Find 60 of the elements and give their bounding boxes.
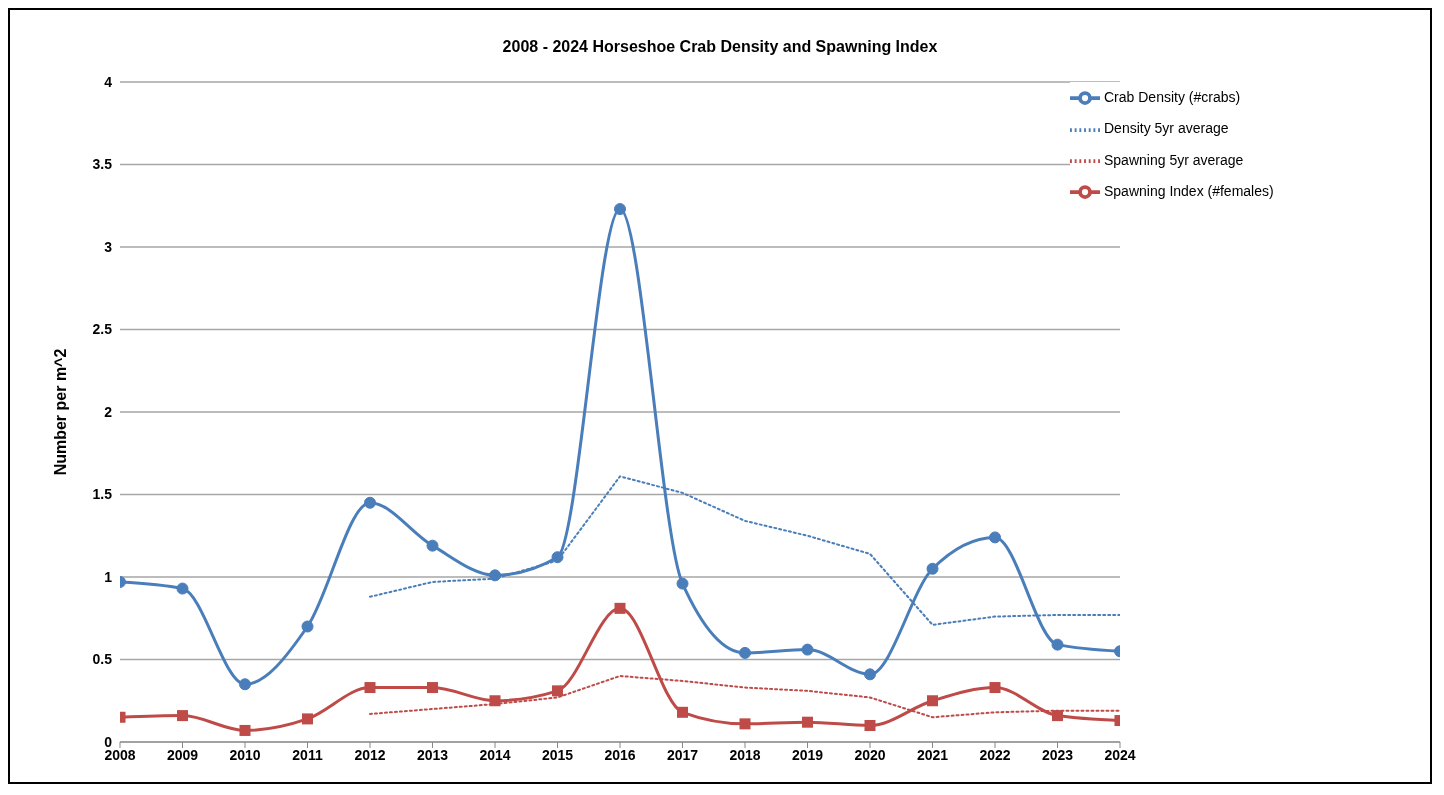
point xyxy=(552,685,563,697)
point xyxy=(989,531,1001,544)
x-tick-label: 2011 xyxy=(292,746,323,763)
x-tick-label: 2022 xyxy=(979,746,1011,763)
point xyxy=(239,678,251,691)
point xyxy=(739,718,751,730)
legend-label: Spawning Index (#females) xyxy=(1104,182,1274,199)
x-tick-label: 2016 xyxy=(604,746,636,763)
point xyxy=(301,620,314,633)
point xyxy=(676,577,689,590)
point xyxy=(801,643,814,656)
point xyxy=(864,720,876,731)
point xyxy=(364,496,376,509)
point xyxy=(864,668,876,681)
x-tick-label: 2017 xyxy=(666,746,699,763)
x-tick-label: 2014 xyxy=(479,746,511,763)
x-tick-label: 2019 xyxy=(791,746,824,763)
y-tick-label: 0.5 xyxy=(92,651,113,668)
x-tick-label: 2020 xyxy=(854,746,886,763)
x-tick-label: 2015 xyxy=(541,746,574,763)
chart-title: 2008 - 2024 Horseshoe Crab Density and Spawning Index xyxy=(501,37,939,57)
x-tick-label: 2024 xyxy=(1104,746,1136,763)
x-tick-label: 2013 xyxy=(416,746,449,763)
point xyxy=(739,646,751,659)
y-tick-label: 1.5 xyxy=(92,486,113,503)
x-tick-label: 2012 xyxy=(354,746,386,763)
x-tick-label: 2018 xyxy=(729,746,761,763)
point xyxy=(302,713,313,725)
x-tick-label: 2023 xyxy=(1041,746,1074,763)
point xyxy=(176,582,189,595)
point xyxy=(677,706,688,718)
point xyxy=(364,682,376,694)
point xyxy=(989,682,1001,694)
y-tick-label: 4 xyxy=(104,73,113,90)
point xyxy=(926,562,939,575)
y-axis-title: Number per m^2 xyxy=(51,348,69,476)
legend-label: Spawning 5yr average xyxy=(1104,151,1244,168)
point xyxy=(427,682,438,694)
point xyxy=(489,695,501,707)
point xyxy=(614,203,626,216)
point xyxy=(551,551,564,564)
x-tick-label: 2010 xyxy=(229,746,261,763)
point xyxy=(614,602,626,614)
y-tick-label: 3 xyxy=(104,238,113,255)
y-tick-label: 3.5 xyxy=(92,156,113,173)
y-tick-label: 1 xyxy=(104,568,113,585)
y-tick-label: 2.5 xyxy=(92,321,113,338)
point xyxy=(426,539,439,552)
point xyxy=(927,695,938,707)
legend-label: Density 5yr average xyxy=(1104,120,1229,137)
point xyxy=(177,710,188,722)
point xyxy=(802,716,813,728)
point xyxy=(1051,638,1064,651)
point xyxy=(239,724,251,736)
x-tick-label: 2021 xyxy=(916,746,949,763)
point xyxy=(1052,710,1063,722)
y-tick-label: 2 xyxy=(104,403,113,420)
legend-label: Crab Density (#crabs) xyxy=(1104,89,1241,105)
point xyxy=(489,569,501,582)
x-tick-label: 2009 xyxy=(166,746,199,763)
